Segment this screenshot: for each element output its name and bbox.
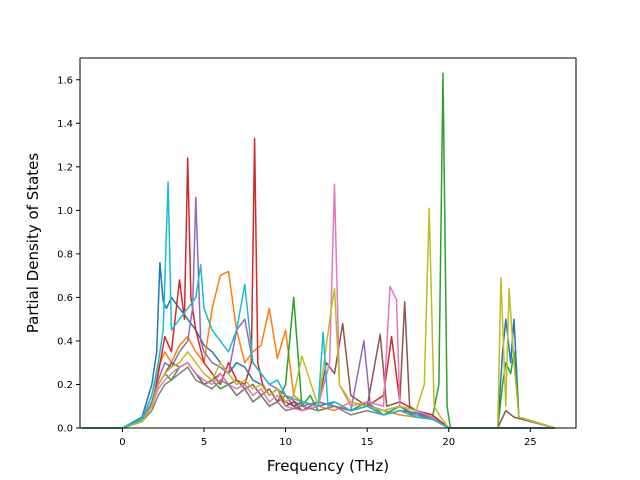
y-tick-label: 0.8	[57, 249, 73, 260]
series-layer	[81, 72, 556, 429]
y-tick-label: 1.0	[57, 206, 73, 217]
x-tick-label: 10	[279, 437, 292, 448]
y-tick-label: 0.4	[57, 336, 73, 347]
axes-frame	[79, 57, 577, 429]
y-axis-ticks: 0.0 0.2 0.4 0.6 0.8 1.0 1.2 1.4 1.6	[57, 75, 80, 435]
y-tick-label: 0.0	[57, 424, 73, 435]
series-line-4	[81, 137, 555, 429]
series-line-10	[81, 181, 555, 429]
x-tick-label: 15	[361, 437, 374, 448]
y-axis-label: Partial Density of States	[24, 153, 42, 334]
series-line-9	[81, 207, 556, 429]
y-tick-label: 1.6	[57, 75, 73, 86]
x-axis-ticks: 0 5 10 15 20 25	[119, 428, 537, 448]
y-tick-label: 1.2	[57, 162, 73, 173]
y-tick-label: 0.2	[57, 380, 73, 391]
x-tick-label: 5	[201, 437, 207, 448]
x-tick-label: 20	[442, 437, 455, 448]
x-tick-label: 0	[119, 437, 125, 448]
series-line-7	[81, 183, 555, 429]
y-tick-label: 1.4	[57, 119, 73, 130]
x-tick-label: 25	[524, 437, 537, 448]
x-axis-label: Frequency (THz)	[267, 457, 389, 475]
y-tick-label: 0.6	[57, 293, 73, 304]
